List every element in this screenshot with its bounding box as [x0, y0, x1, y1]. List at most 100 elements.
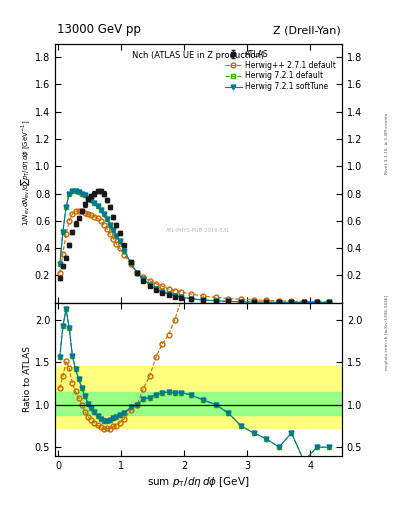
Herwig 7.2.1 softTune — [83, 192, 87, 198]
Herwig++ 2.7.1 default — [135, 269, 140, 275]
Herwig++ 2.7.1 default — [201, 293, 206, 299]
Herwig 7.2.1 softTune — [76, 189, 81, 195]
Herwig++ 2.7.1 default — [64, 231, 68, 238]
Herwig++ 2.7.1 default — [314, 298, 319, 305]
Herwig 7.2.1 default — [188, 295, 193, 302]
Herwig 7.2.1 default — [122, 248, 127, 254]
Herwig 7.2.1 softTune — [277, 299, 281, 305]
Text: mcplots.cern.ch [arXiv:1306.3436]: mcplots.cern.ch [arXiv:1306.3436] — [385, 295, 389, 370]
Herwig++ 2.7.1 default — [264, 297, 268, 304]
Herwig++ 2.7.1 default — [166, 286, 171, 292]
Herwig++ 2.7.1 default — [95, 215, 100, 221]
Herwig++ 2.7.1 default — [92, 214, 97, 220]
Herwig 7.2.1 default — [83, 192, 87, 198]
Herwig 7.2.1 softTune — [314, 300, 319, 306]
Herwig 7.2.1 softTune — [264, 299, 268, 305]
Herwig 7.2.1 default — [201, 297, 206, 303]
Herwig 7.2.1 softTune — [122, 248, 127, 254]
Herwig++ 2.7.1 default — [213, 294, 218, 301]
Herwig++ 2.7.1 default — [61, 250, 65, 257]
Herwig 7.2.1 softTune — [147, 282, 152, 288]
Text: Z (Drell-Yan): Z (Drell-Yan) — [274, 26, 341, 36]
Herwig++ 2.7.1 default — [83, 209, 87, 216]
Herwig 7.2.1 softTune — [201, 297, 206, 303]
Bar — [55, 392, 342, 415]
Herwig 7.2.1 default — [95, 203, 100, 209]
Y-axis label: Ratio to ATLAS: Ratio to ATLAS — [23, 346, 32, 412]
Herwig++ 2.7.1 default — [89, 212, 94, 219]
Herwig 7.2.1 default — [147, 282, 152, 288]
Herwig 7.2.1 softTune — [86, 195, 90, 201]
Herwig 7.2.1 default — [179, 294, 184, 300]
Herwig 7.2.1 default — [264, 299, 268, 305]
Herwig 7.2.1 default — [67, 190, 72, 197]
Herwig 7.2.1 softTune — [129, 260, 133, 266]
Herwig 7.2.1 default — [239, 298, 243, 305]
Herwig 7.2.1 default — [327, 300, 332, 306]
Herwig 7.2.1 softTune — [239, 298, 243, 305]
Herwig 7.2.1 default — [76, 189, 81, 195]
Herwig 7.2.1 default — [92, 200, 97, 206]
Herwig 7.2.1 default — [61, 229, 65, 235]
Herwig 7.2.1 softTune — [111, 227, 116, 233]
Herwig 7.2.1 default — [70, 188, 75, 194]
Herwig 7.2.1 default — [277, 299, 281, 305]
Herwig++ 2.7.1 default — [108, 231, 112, 238]
Herwig 7.2.1 softTune — [154, 286, 158, 292]
Herwig 7.2.1 default — [57, 261, 62, 267]
Herwig++ 2.7.1 default — [122, 252, 127, 258]
Herwig 7.2.1 default — [160, 289, 165, 295]
Herwig 7.2.1 softTune — [70, 188, 75, 194]
Text: ATL-PHYS-PUB-2016-531: ATL-PHYS-PUB-2016-531 — [166, 227, 231, 232]
Herwig++ 2.7.1 default — [101, 222, 106, 228]
Herwig++ 2.7.1 default — [105, 226, 109, 232]
Herwig 7.2.1 softTune — [61, 229, 65, 235]
Herwig 7.2.1 softTune — [213, 298, 218, 304]
Herwig 7.2.1 softTune — [135, 269, 140, 275]
Herwig 7.2.1 softTune — [92, 200, 97, 206]
Text: Rivet 3.1.10, ≥ 3.4M events: Rivet 3.1.10, ≥ 3.4M events — [385, 113, 389, 174]
Line: Herwig++ 2.7.1 default: Herwig++ 2.7.1 default — [57, 209, 332, 304]
Herwig 7.2.1 softTune — [64, 204, 68, 210]
Herwig 7.2.1 softTune — [251, 299, 256, 305]
Herwig++ 2.7.1 default — [57, 270, 62, 276]
Herwig 7.2.1 softTune — [160, 289, 165, 295]
Herwig 7.2.1 softTune — [188, 295, 193, 302]
Herwig 7.2.1 softTune — [226, 298, 231, 305]
Text: 13000 GeV pp: 13000 GeV pp — [57, 23, 141, 36]
Herwig 7.2.1 softTune — [166, 291, 171, 297]
Herwig 7.2.1 default — [79, 190, 84, 197]
Herwig++ 2.7.1 default — [327, 298, 332, 305]
Herwig 7.2.1 default — [89, 197, 94, 203]
Herwig 7.2.1 softTune — [117, 238, 122, 244]
Herwig 7.2.1 default — [226, 298, 231, 305]
Herwig 7.2.1 default — [213, 298, 218, 304]
Herwig 7.2.1 default — [108, 222, 112, 228]
Herwig++ 2.7.1 default — [239, 296, 243, 303]
Herwig 7.2.1 default — [114, 233, 119, 239]
Herwig++ 2.7.1 default — [79, 208, 84, 215]
Herwig 7.2.1 default — [86, 195, 90, 201]
Herwig++ 2.7.1 default — [98, 218, 103, 224]
Herwig++ 2.7.1 default — [117, 245, 122, 251]
Herwig 7.2.1 default — [302, 300, 307, 306]
Y-axis label: $1/N_\mathrm{ev}\,dN_\mathrm{ev}/d\!\sum\!p_\mathrm{T}/d\eta\,d\phi\;[\mathrm{Ge: $1/N_\mathrm{ev}\,dN_\mathrm{ev}/d\!\sum… — [19, 120, 32, 226]
Herwig++ 2.7.1 default — [289, 298, 294, 304]
Herwig++ 2.7.1 default — [188, 291, 193, 297]
Herwig 7.2.1 default — [289, 299, 294, 305]
Herwig 7.2.1 softTune — [79, 190, 84, 197]
Herwig 7.2.1 default — [111, 227, 116, 233]
Herwig 7.2.1 default — [135, 269, 140, 275]
Herwig 7.2.1 softTune — [302, 300, 307, 306]
Herwig++ 2.7.1 default — [251, 297, 256, 303]
Herwig++ 2.7.1 default — [147, 278, 152, 284]
Herwig++ 2.7.1 default — [111, 236, 116, 242]
Herwig 7.2.1 softTune — [327, 300, 332, 306]
Herwig 7.2.1 default — [129, 260, 133, 266]
Herwig 7.2.1 default — [64, 204, 68, 210]
Herwig 7.2.1 default — [141, 276, 146, 283]
Herwig 7.2.1 default — [105, 217, 109, 223]
Herwig 7.2.1 default — [166, 291, 171, 297]
Herwig++ 2.7.1 default — [154, 281, 158, 287]
Herwig 7.2.1 default — [98, 207, 103, 213]
